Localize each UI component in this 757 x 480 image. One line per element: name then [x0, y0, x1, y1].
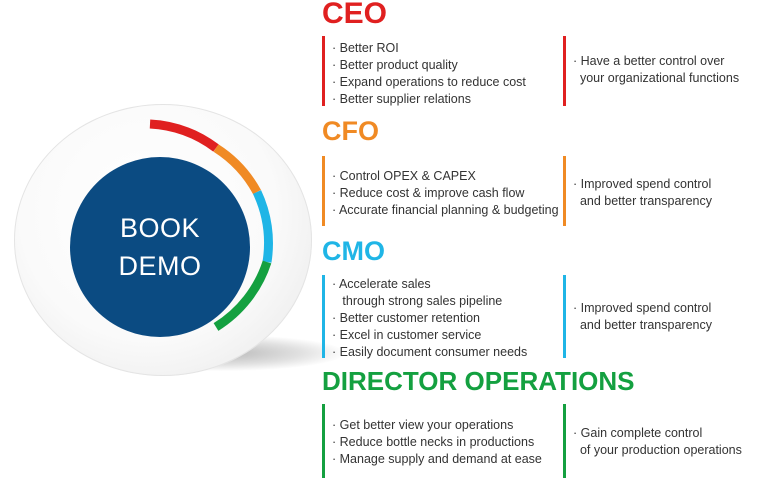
cmo-benefit: · Improved spend control and better tran…: [573, 301, 712, 332]
cfo-benefit: · Improved spend control and better tran…: [573, 177, 712, 208]
divider-cfo-left: [322, 156, 325, 226]
arc-segment-orange: [213, 144, 261, 195]
arc-segment-green: [213, 260, 272, 331]
list-item: · Better customer retention: [332, 311, 480, 325]
ceo-points: · Better ROI · Better product quality · …: [332, 40, 526, 108]
list-item: · Better supplier relations: [332, 92, 471, 106]
cmo-points: · Accelerate sales through strong sales …: [332, 276, 527, 361]
role-heading-ceo: CEO: [322, 0, 388, 30]
list-item: through strong sales pipeline: [338, 294, 503, 308]
divider-cmo-right: [563, 275, 566, 358]
list-item: · Better product quality: [332, 58, 458, 72]
list-item: · Expand operations to reduce cost: [332, 75, 526, 89]
book-demo-button[interactable]: BOOK DEMO: [70, 157, 250, 337]
list-item: · Control OPEX & CAPEX: [332, 169, 476, 183]
cfo-points: · Control OPEX & CAPEX · Reduce cost & i…: [332, 168, 559, 219]
role-heading-director-operations: DIRECTOR OPERATIONS: [322, 366, 635, 396]
arc-segment-blue: [252, 190, 273, 263]
director-benefit: · Gain complete control of your producti…: [573, 426, 742, 457]
list-item: · Reduce cost & improve cash flow: [332, 186, 525, 200]
list-item: · Accelerate sales: [332, 277, 431, 291]
director-points: · Get better view your operations · Redu…: [332, 417, 542, 468]
divider-cfo-right: [563, 156, 566, 226]
list-item: · Better ROI: [332, 41, 399, 55]
list-item: · Accurate financial planning & budgetin…: [332, 203, 559, 217]
book-demo-line2: DEMO: [118, 251, 202, 281]
list-item: · Reduce bottle necks in productions: [332, 435, 535, 449]
arc-segment-red: [149, 119, 219, 152]
book-demo-line1: BOOK: [119, 213, 201, 243]
role-heading-cfo: CFO: [322, 116, 379, 146]
list-item: · Easily document consumer needs: [332, 345, 528, 359]
role-heading-cmo: CMO: [322, 236, 385, 266]
list-item: · Get better view your operations: [332, 418, 514, 432]
divider-ceo-left: [322, 36, 325, 106]
divider-ceo-right: [563, 36, 566, 106]
list-item: · Excel in customer service: [332, 328, 482, 342]
progress-arc: [149, 119, 273, 331]
divider-director-right: [563, 404, 566, 478]
divider-cmo-left: [322, 275, 325, 358]
list-item: · Manage supply and demand at ease: [332, 452, 542, 466]
ceo-benefit: · Have a better control over your organi…: [573, 54, 740, 85]
divider-director-left: [322, 404, 325, 478]
